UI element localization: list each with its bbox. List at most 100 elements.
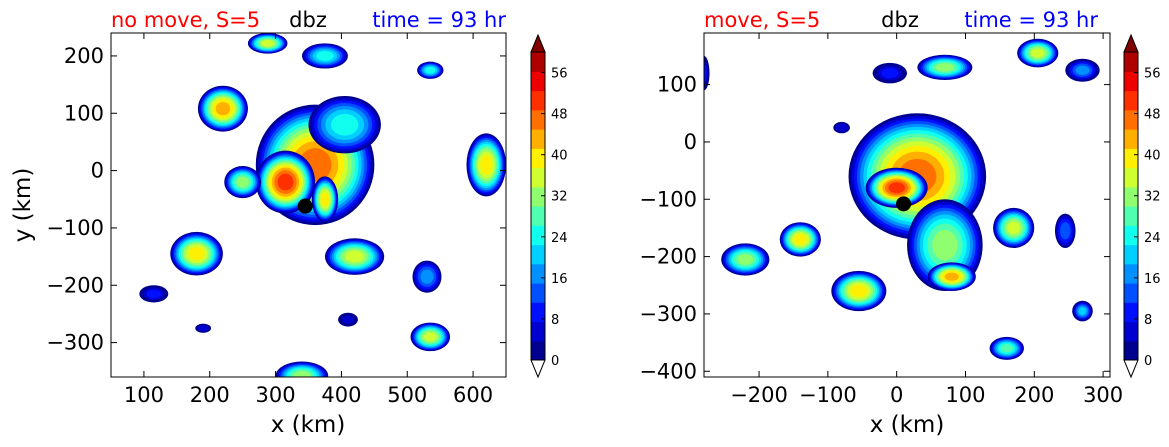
colorbar-frame — [1123, 51, 1139, 361]
rain-cell — [275, 361, 329, 377]
colorbar: 0 8 16 24 32 40 48 56 — [530, 33, 568, 379]
colorbar-segment — [1124, 244, 1138, 265]
title-right: time = 93 hr — [964, 8, 1098, 32]
storm-center-marker — [896, 196, 912, 212]
rain-cell — [338, 312, 358, 327]
contour-level — [420, 269, 434, 284]
rain-cell — [412, 260, 442, 293]
colorbar-tick-label: 8 — [1144, 313, 1152, 328]
colorbar-segment — [1124, 90, 1138, 111]
colorbar-segment — [1124, 340, 1138, 361]
y-tick-label: −100 — [639, 187, 697, 211]
contour-level — [704, 64, 707, 82]
y-tick-label: 100 — [64, 101, 104, 125]
contour-level — [146, 289, 161, 299]
colorbar-tick-label: 24 — [1144, 231, 1161, 246]
colorbar-tick-label: 56 — [1144, 67, 1161, 82]
contour-level — [197, 325, 209, 332]
colorbar-tick-label: 16 — [551, 272, 568, 287]
colorbar-segment — [531, 90, 545, 111]
rain-cell — [255, 150, 316, 214]
contour-level — [480, 155, 493, 175]
contour-level — [944, 272, 959, 281]
title-center: dbz — [881, 8, 919, 32]
rain-cell — [917, 54, 973, 80]
colorbar-tick-label: 0 — [551, 354, 559, 369]
rain-cell — [170, 231, 223, 276]
colorbar-tick-label: 40 — [551, 149, 568, 164]
x-tick-label: 0 — [890, 383, 903, 407]
contour-level — [293, 371, 311, 377]
plot-frame — [110, 32, 507, 378]
colorbar-segment — [1124, 129, 1138, 149]
rain-cell — [872, 62, 907, 84]
x-tick-label: 300 — [256, 383, 296, 407]
colorbar-segment — [531, 263, 545, 284]
y-tick-label: −200 — [639, 245, 697, 269]
colorbar-segment — [531, 302, 545, 323]
contour-level — [261, 40, 274, 47]
rain-cell — [831, 270, 887, 312]
colorbar-segment — [1124, 283, 1138, 303]
x-tick-label: 500 — [387, 383, 427, 407]
rain-cell — [324, 238, 385, 275]
colorbar-tick-label: 32 — [551, 190, 568, 205]
y-tick-label: −100 — [46, 216, 104, 240]
colorbar-segment — [531, 167, 545, 188]
rain-cell — [1017, 38, 1059, 68]
colorbar-segment — [531, 206, 545, 226]
rain-cell — [721, 243, 770, 276]
colorbar-segment — [531, 244, 545, 265]
rain-cell — [865, 167, 928, 208]
colorbar-segment — [531, 186, 545, 207]
colorbar-frame — [530, 51, 546, 361]
x-tick-label: 200 — [1014, 383, 1054, 407]
y-axis-label: y (km) — [10, 168, 36, 243]
colorbar-segment — [1124, 109, 1138, 130]
rain-cell — [993, 207, 1035, 249]
colorbar-segment — [531, 148, 545, 169]
colorbar-segment — [1124, 263, 1138, 284]
y-tick-label: −200 — [46, 273, 104, 297]
colorbar-segment — [1124, 321, 1138, 342]
colorbar-segment — [1124, 225, 1138, 246]
colorbar-segment — [531, 340, 545, 361]
rain-cell — [195, 323, 212, 333]
colorbar-tick-label: 40 — [1144, 149, 1161, 164]
rain-cell — [833, 121, 850, 134]
colorbar-segment — [531, 283, 545, 303]
title-left: no move, S=5 — [111, 8, 260, 32]
contour-level — [794, 234, 807, 245]
storm-center-marker — [297, 198, 313, 214]
rain-cell — [139, 285, 169, 303]
x-axis-label: x (km) — [271, 412, 346, 438]
colorbar-segment — [1124, 186, 1138, 207]
colorbar-segment — [1124, 52, 1138, 72]
title-center: dbz — [289, 8, 327, 32]
x-tick-label: 100 — [124, 383, 164, 407]
rain-cell — [779, 222, 821, 257]
contour-level — [316, 51, 334, 61]
rain-cell — [311, 176, 339, 223]
reflectivity-field — [704, 38, 1100, 360]
colorbar-extend-max — [530, 33, 546, 53]
colorbar-segment — [1124, 148, 1138, 169]
colorbar-tick-label: 24 — [551, 231, 568, 246]
rain-cell — [1072, 300, 1093, 322]
colorbar: 0 8 16 24 32 40 48 56 — [1123, 33, 1161, 379]
contour-level — [1000, 344, 1013, 353]
contour-level — [881, 67, 899, 79]
rain-cell — [224, 165, 262, 199]
contour-level — [1007, 221, 1021, 235]
y-tick-label: −400 — [639, 359, 697, 383]
colorbar-tick-label: 48 — [1144, 108, 1161, 123]
y-tick-label: 200 — [64, 44, 104, 68]
colorbar-segment — [531, 109, 545, 130]
colorbar-extend-max — [1123, 33, 1139, 53]
rain-cell — [410, 322, 451, 352]
rain-cell — [417, 61, 444, 79]
plot-frame — [703, 32, 1111, 378]
colorbar-tick-label: 32 — [1144, 190, 1161, 205]
contour-level — [1060, 222, 1071, 240]
